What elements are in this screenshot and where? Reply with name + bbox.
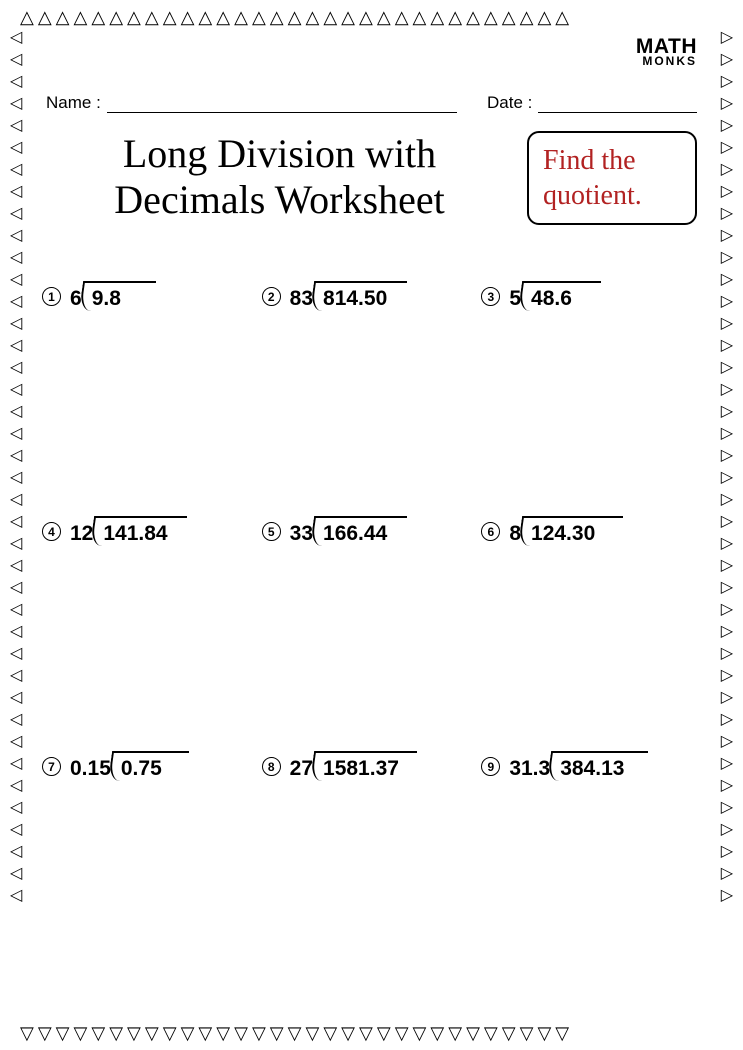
long-division: 548.6	[509, 269, 572, 311]
problem-number: 4	[42, 522, 61, 541]
dividend-wrap: 9.8	[84, 269, 121, 311]
long-division: 31.3 384.13	[509, 739, 624, 781]
date-field: Date :	[487, 93, 697, 113]
problem-grid: 169.8283814.503548.6412141.84533166.4468…	[40, 261, 703, 966]
dividend-wrap: 1581.37	[315, 739, 399, 781]
long-division: 8124.30	[509, 504, 595, 546]
worksheet-title: Long Division with Decimals Worksheet	[46, 131, 513, 223]
border-left: ◁◁◁◁◁◁◁◁◁◁◁◁◁◁◁◁◁◁◁◁◁◁◁◁◁◁◁◁◁◁◁◁◁◁◁◁◁◁◁◁	[10, 30, 22, 1020]
long-division: 33 166.44	[290, 504, 388, 546]
problem-cell: 169.8	[42, 261, 262, 496]
vinculum	[523, 281, 601, 283]
divisor: 12	[70, 504, 95, 546]
problem-number: 1	[42, 287, 61, 306]
vinculum	[95, 516, 187, 518]
problem-cell: 7 0.15 0.75	[42, 731, 262, 966]
name-field: Name :	[46, 93, 457, 113]
dividend-wrap: 48.6	[523, 269, 572, 311]
dividend: 166.44	[323, 522, 387, 545]
problem-cell: 9 31.3 384.13	[481, 731, 701, 966]
problem-number: 8	[262, 757, 281, 776]
problem-number: 3	[481, 287, 500, 306]
long-division: 27 1581.37	[290, 739, 399, 781]
long-division: 0.15 0.75	[70, 739, 162, 781]
date-label: Date :	[487, 93, 532, 113]
dividend: 1581.37	[323, 757, 399, 780]
problem-cell: 8 27 1581.37	[262, 731, 482, 966]
divisor: 27	[290, 739, 315, 781]
long-division: 69.8	[70, 269, 121, 311]
problem-number: 5	[262, 522, 281, 541]
logo: MATH MONKS	[636, 38, 697, 66]
title-row: Long Division with Decimals Worksheet Fi…	[40, 131, 703, 225]
problem-cell: 4 12 141.84	[42, 496, 262, 731]
vinculum	[315, 516, 407, 518]
problem-number: 2	[262, 287, 281, 306]
vinculum	[315, 751, 417, 753]
dividend-wrap: 141.84	[95, 504, 167, 546]
problem-cell: 5 33 166.44	[262, 496, 482, 731]
problem-cell: 6 8124.30	[481, 496, 701, 731]
dividend-wrap: 384.13	[552, 739, 624, 781]
vinculum	[552, 751, 648, 753]
border-right: ▷▷▷▷▷▷▷▷▷▷▷▷▷▷▷▷▷▷▷▷▷▷▷▷▷▷▷▷▷▷▷▷▷▷▷▷▷▷▷▷	[721, 30, 733, 1020]
problem-cell: 3 548.6	[481, 261, 701, 496]
logo-line2: MONKS	[636, 56, 697, 66]
vinculum	[113, 751, 189, 753]
divisor: 0.15	[70, 739, 113, 781]
dividend: 141.84	[103, 522, 167, 545]
dividend-wrap: 166.44	[315, 504, 387, 546]
dividend: 384.13	[560, 757, 624, 780]
border-top: △△△△△△△△△△△△△△△△△△△△△△△△△△△△△△△	[20, 8, 723, 26]
instruction-box: Find the quotient.	[527, 131, 697, 225]
name-line[interactable]	[107, 93, 457, 113]
problem-number: 9	[481, 757, 500, 776]
dividend: 124.30	[531, 522, 595, 545]
dividend: 48.6	[531, 287, 572, 310]
long-division: 12 141.84	[70, 504, 168, 546]
dividend: 814.50	[323, 287, 387, 310]
dividend: 9.8	[92, 287, 121, 310]
date-line[interactable]	[538, 93, 697, 113]
dividend-wrap: 0.75	[113, 739, 162, 781]
problem-number: 6	[481, 522, 500, 541]
meta-row: Name : Date :	[40, 93, 703, 113]
name-label: Name :	[46, 93, 101, 113]
divisor: 33	[290, 504, 315, 546]
vinculum	[523, 516, 623, 518]
dividend-wrap: 814.50	[315, 269, 387, 311]
long-division: 83 814.50	[290, 269, 388, 311]
divisor: 83	[290, 269, 315, 311]
problem-number: 7	[42, 757, 61, 776]
divisor: 31.3	[509, 739, 552, 781]
dividend-wrap: 124.30	[523, 504, 595, 546]
problem-cell: 2 83 814.50	[262, 261, 482, 496]
worksheet-page: △△△△△△△△△△△△△△△△△△△△△△△△△△△△△△△ ▽▽▽▽▽▽▽▽…	[0, 0, 743, 1050]
vinculum	[315, 281, 407, 283]
border-bottom: ▽▽▽▽▽▽▽▽▽▽▽▽▽▽▽▽▽▽▽▽▽▽▽▽▽▽▽▽▽▽▽	[20, 1024, 723, 1042]
dividend: 0.75	[121, 757, 162, 780]
